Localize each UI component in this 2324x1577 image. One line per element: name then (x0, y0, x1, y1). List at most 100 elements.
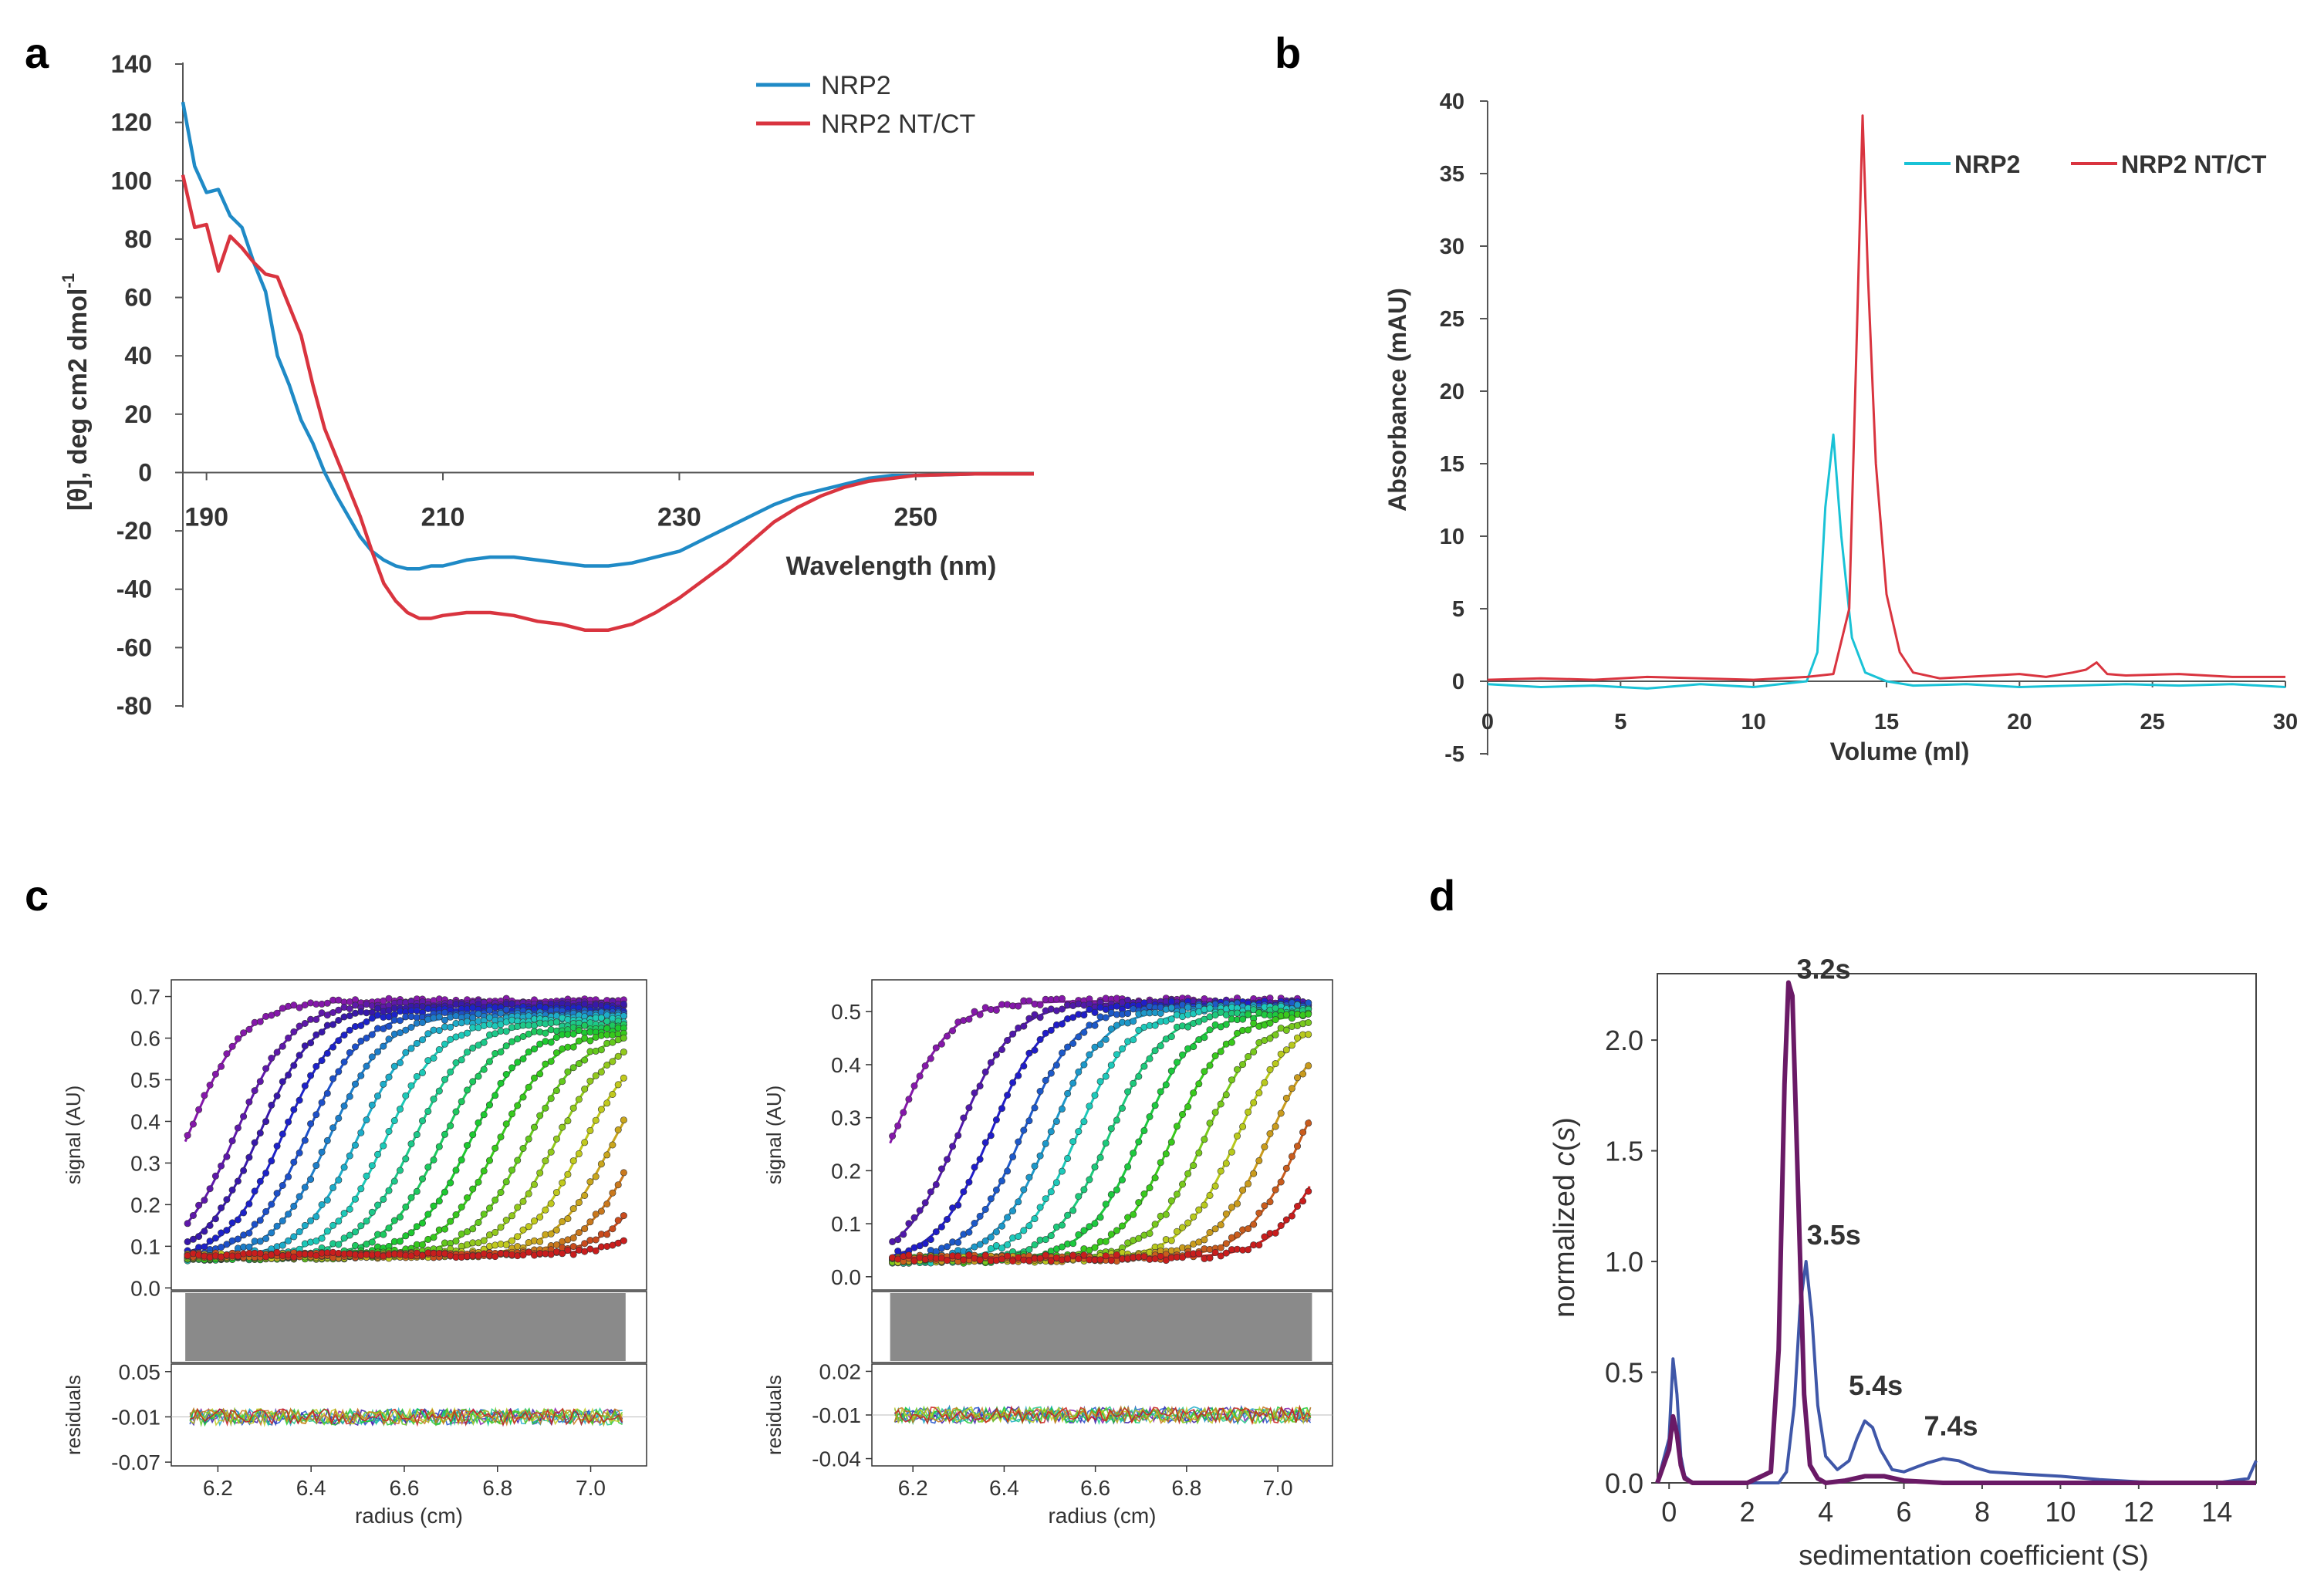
scan-point (569, 1104, 577, 1112)
scan-point (603, 1099, 611, 1107)
scan-point (262, 1234, 270, 1242)
scan-point (340, 1032, 348, 1039)
scan-point (380, 1042, 387, 1050)
scan-point (385, 1187, 393, 1194)
scan-point (1239, 1123, 1247, 1130)
scan-point (1299, 1070, 1307, 1078)
y-tick-label: 25 (1440, 307, 1464, 332)
scan-point (592, 1116, 600, 1124)
scan-point (1107, 1190, 1115, 1198)
scan-point (976, 1156, 984, 1163)
scan-point (620, 1169, 627, 1177)
scan-point (1080, 1186, 1088, 1194)
scan-point (944, 1032, 951, 1040)
scan-point (981, 1139, 989, 1146)
scan-point (357, 1222, 365, 1230)
scan-point (323, 1197, 331, 1204)
scan-point (396, 1167, 404, 1174)
scan-point (1167, 998, 1175, 1005)
scan-point (346, 1026, 353, 1034)
scan-point (390, 1117, 398, 1125)
scan-point (1206, 1229, 1214, 1237)
scan-point (508, 1237, 515, 1244)
scan-point (312, 1162, 320, 1170)
scan-point (351, 1043, 359, 1051)
scan-point (1261, 1202, 1268, 1210)
scan-point (960, 1188, 968, 1196)
y-tick-label: 30 (1440, 235, 1464, 259)
scan-point (1211, 1248, 1219, 1256)
scan-point (363, 1172, 370, 1180)
scan-fit-line (890, 1009, 1310, 1262)
scan-point (542, 1038, 549, 1045)
scan-point (1075, 1033, 1083, 1041)
scan-point (1119, 1104, 1127, 1112)
scan-point (581, 1240, 589, 1248)
y-tick-label: 15 (1440, 452, 1464, 477)
scan-point (301, 1221, 309, 1229)
scan-point (932, 1228, 940, 1236)
scan-point (452, 1238, 460, 1245)
scan-point (475, 1072, 482, 1080)
scan-point (447, 1217, 454, 1225)
y-tick-label: -40 (117, 576, 152, 603)
scan-point (1140, 1062, 1148, 1070)
scan-point (245, 1153, 253, 1161)
panel-d-ylabel: normalized c(s) (1549, 1117, 1581, 1318)
scan-point (1294, 1143, 1302, 1150)
residual-y-tick-label: -0.01 (111, 1405, 160, 1429)
scan-fit-line (185, 1038, 624, 1258)
scan-point (960, 1256, 968, 1264)
scan-point (976, 1011, 984, 1018)
scan-point (357, 1037, 365, 1045)
y-tick-label: 0.2 (130, 1193, 160, 1217)
scan-point (1096, 1256, 1104, 1264)
y-tick-label: 0.3 (831, 1106, 861, 1130)
scan-point (480, 1038, 488, 1046)
scan-point (1211, 1225, 1219, 1233)
scan-point (390, 1177, 398, 1185)
scan-point (447, 1013, 454, 1021)
scan-point (559, 1179, 566, 1187)
scan-point (971, 1163, 978, 1171)
scan-point (363, 1062, 370, 1070)
scan-point (1266, 1130, 1274, 1138)
residual-trace (189, 1406, 623, 1427)
scan-point (368, 1238, 376, 1246)
scan-point (1020, 1186, 1028, 1194)
x-tick-label: 7.0 (1263, 1476, 1293, 1500)
scan-point (620, 1237, 627, 1244)
scan-point (206, 1082, 214, 1089)
scan-point (312, 1062, 320, 1070)
residual-bitmap-frame (171, 1291, 647, 1363)
scan-point (519, 1251, 527, 1259)
scan-point (413, 1223, 421, 1231)
scan-point (597, 1068, 605, 1076)
scan-point (1255, 1209, 1263, 1217)
scan-point (340, 1234, 348, 1242)
scan-point (1069, 1138, 1077, 1146)
scan-point (1036, 1152, 1044, 1160)
x-tick-label: 5 (1614, 710, 1626, 734)
scan-point (363, 1217, 370, 1225)
scan-point (340, 1210, 348, 1217)
peak-annotation: 3.2s (1796, 953, 1850, 984)
scan-point (1217, 1252, 1224, 1260)
scan-point (519, 1226, 527, 1234)
scan-point (921, 1240, 929, 1248)
scan-point (385, 1022, 393, 1030)
scan-point (234, 1235, 242, 1243)
scan-point (363, 1035, 370, 1042)
y-tick-label: 20 (124, 400, 152, 428)
scan-point (614, 1217, 622, 1224)
x-tick-label: 8 (1974, 1496, 1990, 1528)
scan-point (301, 1184, 309, 1191)
scan-point (1190, 1089, 1197, 1097)
scan-point (1069, 1240, 1077, 1248)
scan-point (195, 1201, 203, 1209)
scan-point (268, 1055, 275, 1062)
x-tick-label: 6.2 (203, 1476, 233, 1500)
scan-point (497, 1009, 505, 1017)
scan-point (1135, 1199, 1143, 1207)
scan-point (1069, 1014, 1077, 1022)
